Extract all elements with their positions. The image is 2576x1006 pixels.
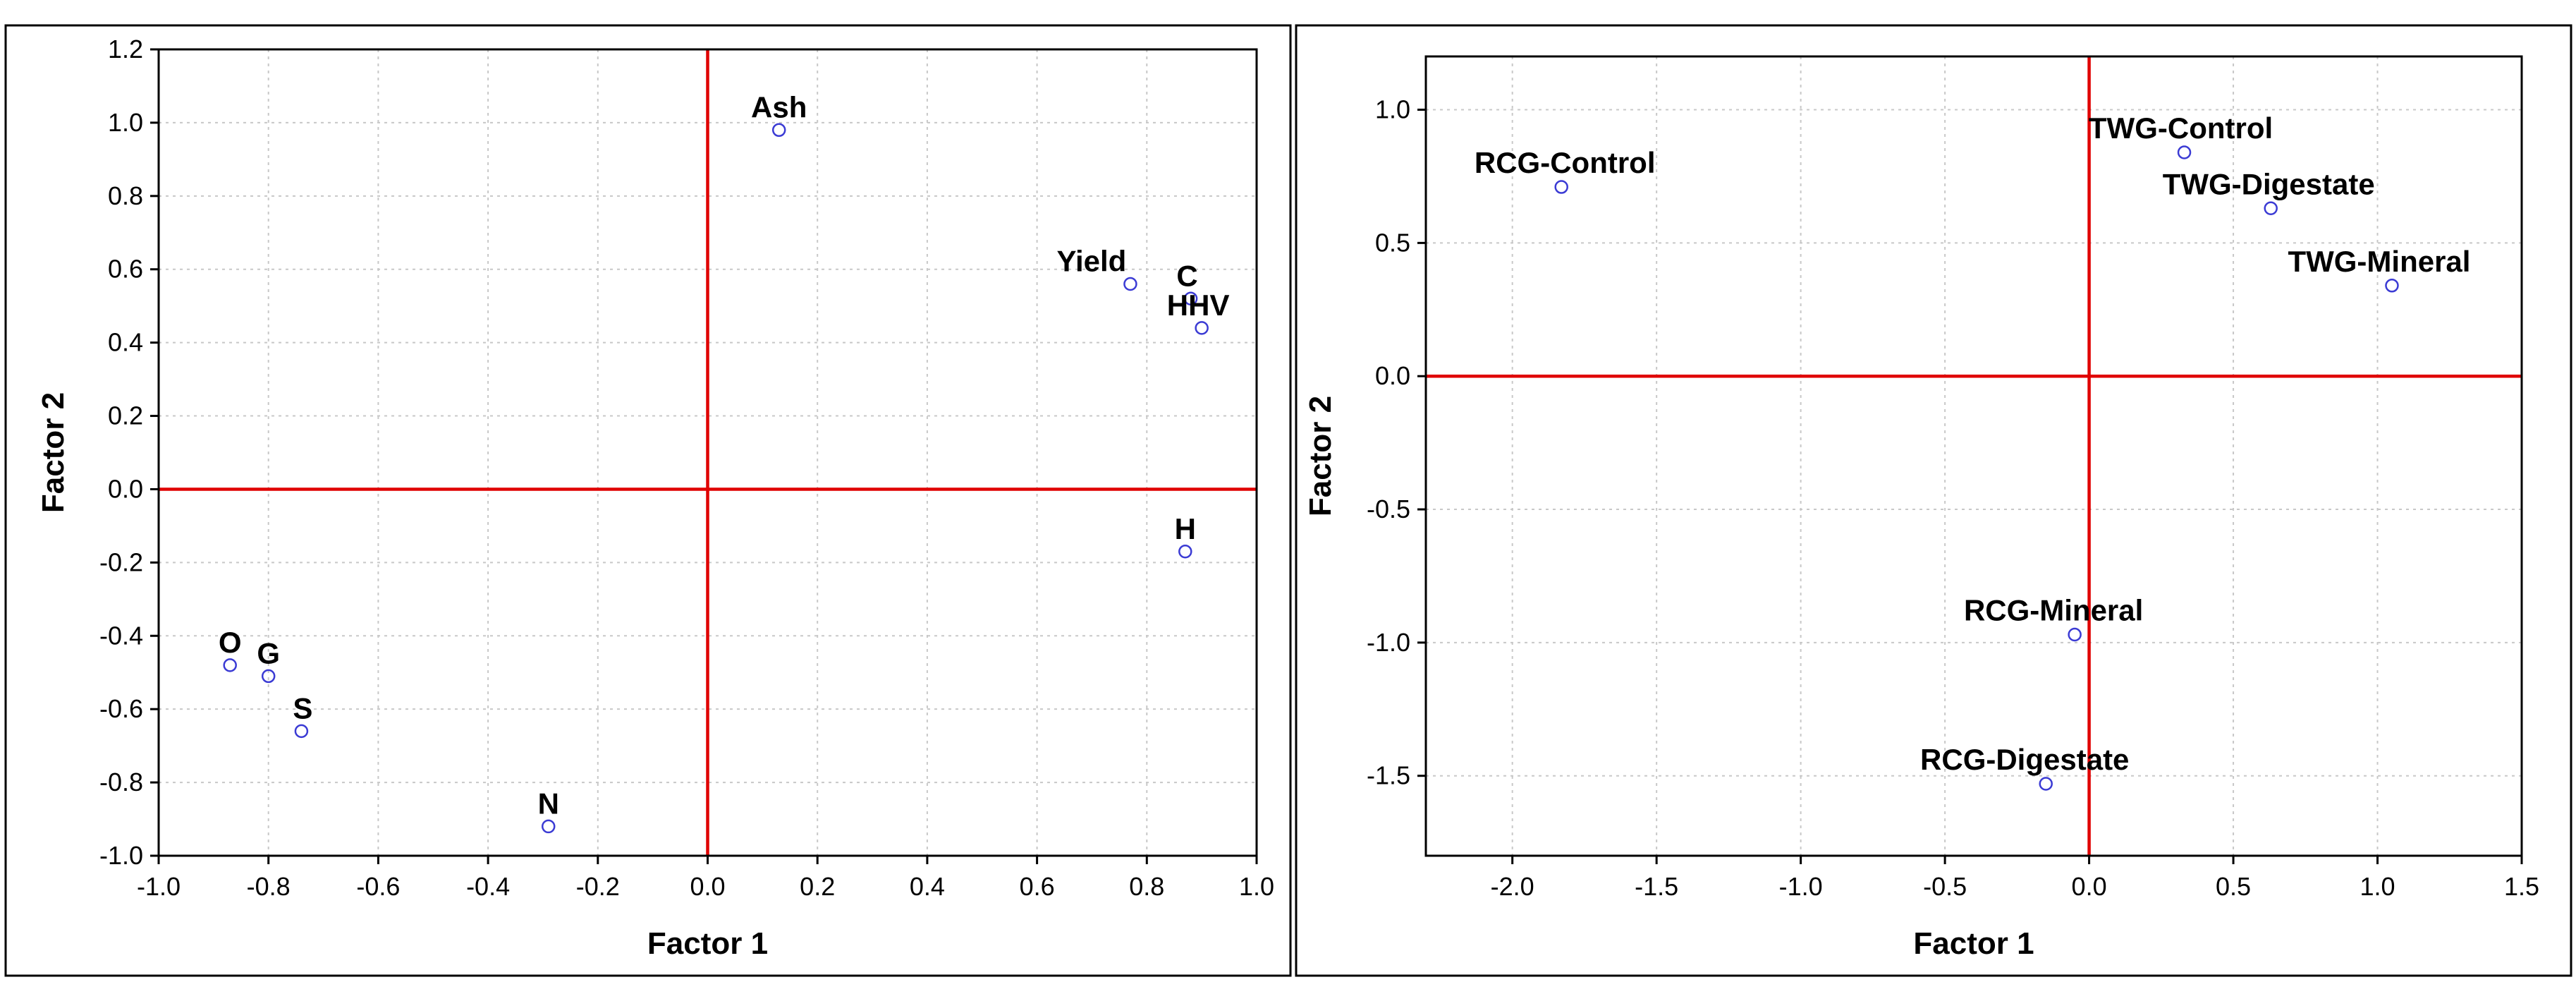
x-tick-label: 0.6 (1020, 872, 1055, 901)
y-tick-label: 0.0 (1375, 361, 1410, 390)
y-tick-label: 0.4 (108, 328, 143, 357)
loading-plot-panel: -1.0 -0.8 -0.6 -0.4 -0.2 0.0 0.2 0.4 0.6 0.8 1.0 -1… (4, 24, 1292, 977)
y-tick-label: -1.0 (99, 841, 143, 870)
data-point (1183, 291, 1198, 306)
point-label: G (257, 636, 280, 669)
point-label: O (219, 626, 242, 659)
point-label: RCG-Digestate (1920, 743, 2129, 776)
y-tick-label: -0.5 (1367, 495, 1410, 523)
y-tick-label: 0.6 (108, 255, 143, 284)
y-tick-label: 1.0 (1375, 95, 1410, 124)
plot-area: -1.0 -0.8 -0.6 -0.4 -0.2 0.0 0.2 0.4 0.6 0.8 1.0 -1… (36, 35, 1274, 961)
data-point (1123, 277, 1137, 291)
x-tick-label: 0.2 (800, 872, 835, 901)
point-label: TWG-Control (2089, 111, 2273, 145)
x-tick-label: -0.2 (576, 872, 620, 901)
point-label: RCG-Mineral (1964, 594, 2143, 627)
x-tick-label: 0.0 (690, 872, 725, 901)
point-label: N (538, 787, 559, 820)
point-label: TWG-Mineral (2288, 245, 2470, 278)
data-point (2068, 627, 2082, 642)
point-label: TWG-Digestate (2163, 167, 2375, 200)
y-tick-label: -0.8 (99, 768, 143, 796)
x-tick-label: -0.8 (247, 872, 291, 901)
point-label: HHV (1167, 289, 1230, 322)
y-tick-label: 0.0 (108, 474, 143, 503)
data-point (1554, 180, 1568, 194)
data-point (261, 669, 276, 684)
x-tick-label: 0.5 (2216, 872, 2251, 901)
y-tick-label: -0.4 (99, 621, 143, 650)
panel-frame (4, 24, 1292, 977)
data-point (2177, 145, 2192, 159)
data-point (294, 724, 309, 739)
y-tick-label: -1.0 (1367, 628, 1410, 657)
axes-box (1424, 55, 2523, 857)
y-tick-label: -1.5 (1367, 761, 1410, 790)
data-point (2385, 279, 2399, 293)
point-label: H (1175, 512, 1196, 545)
data-point (2039, 777, 2053, 791)
point-label: RCG-Control (1475, 146, 1656, 179)
y-tick-label: 0.5 (1375, 228, 1410, 257)
plot-area: -2.0 -1.5 -1.0 -0.5 0.0 0.5 1.0 1.5 -1.5 -1.0 -0.5… (1303, 55, 2539, 961)
data-point (541, 819, 556, 834)
x-tick-label: -1.5 (1635, 872, 1678, 901)
data-point (2264, 201, 2278, 216)
data-point (1178, 545, 1192, 559)
x-tick-label: -1.0 (137, 872, 181, 901)
x-axis-label: Factor 1 (1913, 926, 2034, 961)
data-point (771, 123, 786, 138)
x-tick-label: -1.0 (1779, 872, 1823, 901)
x-tick-label: 1.0 (2360, 872, 2395, 901)
x-tick-label: -0.4 (466, 872, 510, 901)
y-tick-label: 1.2 (108, 35, 143, 63)
data-point (1195, 321, 1209, 335)
x-tick-label: 0.8 (1129, 872, 1164, 901)
y-axis-label: Factor 2 (1303, 396, 1338, 516)
x-tick-label: 1.0 (1239, 872, 1274, 901)
x-tick-label: 1.5 (2504, 872, 2539, 901)
score-plot-panel: -2.0 -1.5 -1.0 -0.5 0.0 0.5 1.0 1.5 -1.5 -1.0 -0.5… (1295, 24, 2572, 977)
y-tick-label: -0.6 (99, 694, 143, 723)
point-label: C (1176, 259, 1197, 292)
point-label: S (293, 691, 312, 725)
y-tick-label: 1.0 (108, 108, 143, 137)
x-axis-label: Factor 1 (647, 926, 768, 961)
x-tick-label: -2.0 (1491, 872, 1534, 901)
point-label: Yield (1057, 245, 1127, 278)
data-point (223, 658, 237, 672)
y-axis-label: Factor 2 (36, 392, 71, 513)
x-tick-label: -0.5 (1923, 872, 1967, 901)
x-tick-label: 0.0 (2072, 872, 2107, 901)
panel-frame (1295, 24, 2572, 977)
y-tick-label: -0.2 (99, 547, 143, 576)
y-tick-label: 0.2 (108, 401, 143, 430)
point-label: Ash (751, 90, 807, 123)
x-tick-label: 0.4 (910, 872, 945, 901)
x-tick-label: -0.6 (356, 872, 400, 901)
y-tick-label: 0.8 (108, 181, 143, 210)
